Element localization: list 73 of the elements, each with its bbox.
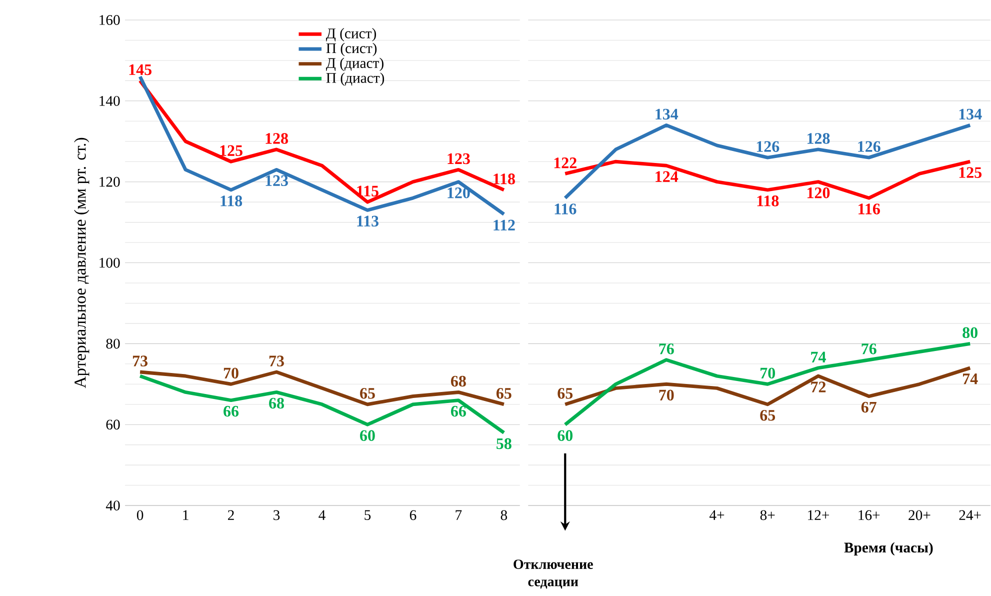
data-label: 68 [269,398,284,409]
y-tick-label: 40 [106,500,120,510]
data-label: 120 [808,187,830,198]
text: Отключение седации [514,559,593,589]
data-label: 73 [132,356,148,366]
x-tick-label: 6 [410,510,416,520]
data-label: 123 [448,153,470,164]
data-label: 145 [129,64,152,75]
data-label: 65 [558,388,573,399]
data-label: 60 [360,430,375,441]
data-label: 73 [269,356,284,366]
x-tick-label: 1 [183,510,188,520]
data-label: 67 [861,402,876,413]
data-label: 60 [558,430,573,441]
legend-label: П (диаст) [326,72,384,86]
data-label: 66 [450,406,466,417]
data-label: 74 [963,373,978,384]
data-label: 65 [496,388,512,399]
x-tick-label: 24+ [959,510,981,520]
data-label: 134 [959,108,982,120]
data-label: 113 [357,216,378,226]
data-label: 126 [858,141,880,152]
data-label: 116 [858,204,880,214]
x-tick-label: 8 [500,510,508,520]
data-label: 124 [656,171,678,182]
data-label: 70 [224,368,238,378]
data-label: 126 [756,141,780,152]
data-label: 116 [554,204,576,214]
x-tick-label: 3 [274,510,280,520]
data-label: 65 [760,410,776,421]
y-tick-label: 120 [100,176,120,187]
data-label: 123 [266,175,288,186]
data-label: 66 [224,406,239,417]
data-label: 134 [656,108,678,120]
x-tick-label: 20+ [908,510,930,520]
data-label: 118 [220,195,242,206]
x-tick-label: 4+ [709,510,724,520]
legend-label: П (сист) [326,42,377,56]
data-label: 70 [659,390,674,400]
y-tick-label: 80 [106,338,120,349]
x-tick-label: 5 [364,510,371,520]
y-tick-label: 160 [100,14,120,25]
legend-label: Д (сист) [326,28,376,42]
x-tick-label: 2 [228,510,234,520]
data-label: 118 [494,173,515,184]
data-label: 76 [862,343,876,354]
x-tick-label: 4 [318,510,326,520]
data-label: 122 [554,157,576,168]
data-label: 125 [220,145,242,156]
data-label: 72 [811,382,826,392]
data-label: 65 [360,388,375,399]
data-label: 76 [659,343,674,354]
data-label: 118 [757,195,779,206]
x-tick-label: 7 [456,510,462,520]
data-label: 125 [959,167,982,178]
data-label: 112 [494,220,515,230]
data-label: 74 [811,352,826,362]
y-axis-title: Артериальное давление (мм рт. ст.) [74,138,90,388]
x-tick-label: 16+ [858,510,880,520]
x-tick-label: 8+ [760,510,775,520]
data-label: 68 [450,376,466,387]
x-tick-label: 0 [136,510,144,520]
y-tick-label: 100 [100,258,120,268]
data-label: 58 [496,438,512,449]
data-label: 70 [760,368,776,378]
y-tick-label: 60 [106,420,120,430]
legend-label: Д (диаст) [326,58,384,71]
data-label: 128 [808,132,830,144]
x-tick-label: 12+ [808,510,829,520]
data-label: 128 [266,132,288,144]
x-axis-title: Время (часы) [844,542,933,556]
data-label: 80 [962,327,978,338]
y-tick-label: 140 [100,96,120,106]
